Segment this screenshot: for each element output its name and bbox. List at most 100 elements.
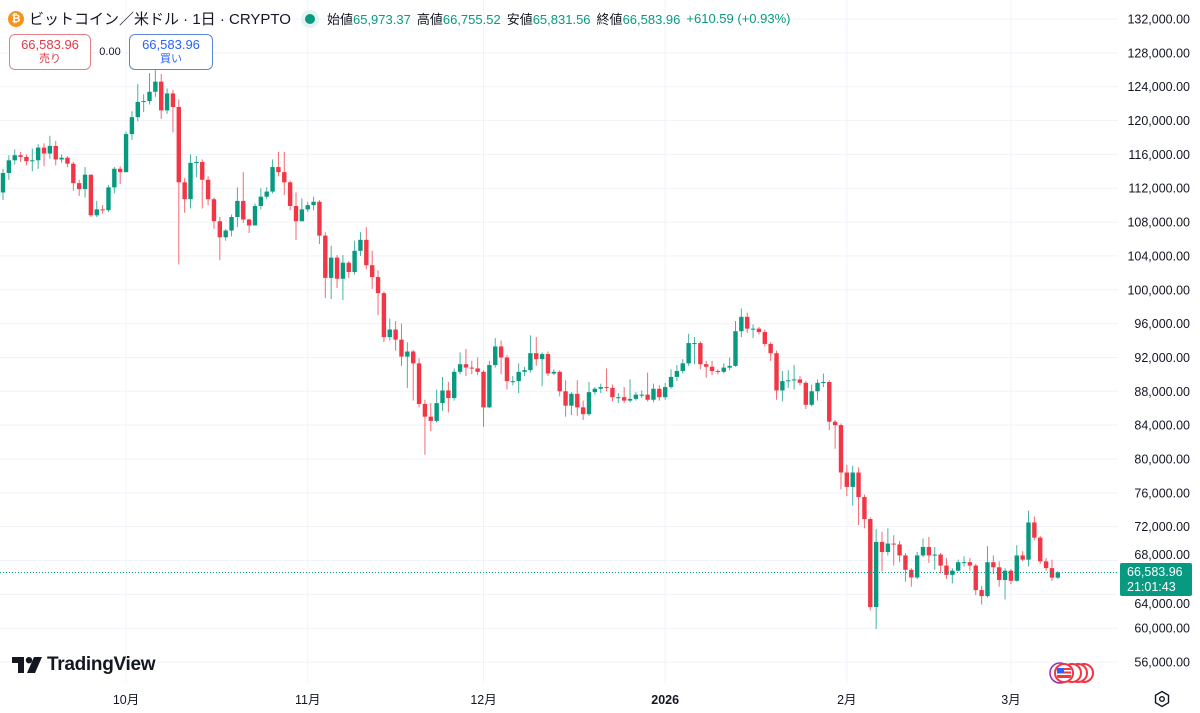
candle (358, 232, 363, 256)
candle (539, 352, 545, 387)
candle (704, 360, 709, 378)
candle (557, 370, 562, 397)
candle (475, 357, 480, 376)
candle-body (692, 343, 697, 345)
open-value: 始値65,973.37 (326, 12, 411, 27)
candle-body (721, 367, 726, 372)
candle (123, 131, 129, 173)
y-tick-label: 100,000.00 (1127, 283, 1190, 297)
x-tick-label: 2月 (837, 693, 856, 707)
candle (463, 348, 469, 377)
settings-icon[interactable] (1153, 690, 1171, 708)
candle-body (82, 174, 88, 190)
candle (997, 561, 1002, 587)
candle (674, 365, 680, 382)
candle (1014, 545, 1019, 582)
candle-body (750, 328, 756, 330)
candle-body (118, 168, 123, 173)
candle (147, 73, 152, 105)
buy-button[interactable]: 66,583.96 買い (129, 34, 213, 70)
candle (399, 323, 404, 366)
candle-body (282, 172, 287, 183)
candle-body (850, 472, 855, 487)
candle-body (88, 174, 94, 216)
candle (428, 403, 433, 432)
candle (159, 73, 164, 119)
candle-body (481, 371, 486, 408)
candle-body (246, 219, 252, 226)
candle (446, 381, 451, 413)
candle (809, 384, 814, 407)
candle-body (569, 393, 574, 406)
candle (903, 552, 908, 582)
candle (405, 342, 410, 388)
candle (516, 363, 521, 393)
candle (621, 387, 627, 404)
candle-body (182, 182, 187, 200)
candle (205, 176, 211, 206)
candle-body (24, 156, 29, 162)
symbol-title[interactable]: ビットコイン／米ドル · 1日 · CRYPTO (29, 11, 291, 28)
candle-body (405, 351, 410, 357)
candle (1008, 568, 1014, 585)
candle (440, 376, 445, 411)
candle-body (6, 160, 12, 173)
y-tick-label: 72,000.00 (1134, 520, 1190, 534)
candle (340, 255, 346, 300)
candle (59, 154, 64, 163)
candle-body (651, 388, 656, 400)
candle (223, 228, 228, 241)
candle-body (375, 277, 381, 294)
candle-body (715, 370, 721, 372)
candle-body (762, 332, 767, 344)
x-tick-label: 3月 (1001, 693, 1020, 707)
price-change: +610.59 (+0.93%) (686, 11, 791, 26)
candle (153, 68, 158, 97)
candle-body (832, 421, 838, 426)
candle (914, 552, 920, 580)
candle-body (539, 354, 545, 360)
candle (346, 260, 351, 278)
market-status-dot[interactable] (304, 13, 315, 24)
candle-body (522, 370, 527, 372)
candle (938, 552, 943, 574)
candle-body (944, 565, 949, 575)
candle-body (938, 554, 943, 566)
candle-body (1014, 555, 1019, 581)
time-axis[interactable]: 10月 11月 12月 2026 2月 3月 (113, 693, 1021, 707)
high-value: 高値66,755.52 (416, 12, 501, 27)
candle (569, 392, 574, 415)
candle (657, 385, 662, 401)
candle (76, 179, 82, 196)
tradingview-logo[interactable]: TradingView (12, 654, 156, 676)
candle (71, 161, 76, 191)
candle-body (235, 200, 240, 217)
sell-button[interactable]: 66,583.96 売り (9, 34, 91, 70)
candle (100, 205, 105, 214)
candle-body (428, 416, 433, 421)
candle-body (838, 425, 844, 473)
y-tick-label: 80,000.00 (1134, 452, 1190, 466)
candle (768, 342, 773, 361)
trade-panel: 66,583.96 売り 0.00 66,583.96 買い (9, 34, 213, 70)
candle (0, 168, 6, 201)
candle-body (528, 353, 533, 371)
candle (293, 192, 299, 240)
y-tick-label: 64,000.00 (1134, 597, 1190, 611)
candle-body (270, 167, 275, 192)
candle-body (756, 328, 762, 333)
candle-body (610, 387, 615, 398)
candle-body (504, 357, 510, 382)
candle (364, 227, 369, 270)
price-axis[interactable]: 132,000.00 128,000.00 124,000.00 120,000.00… (1127, 13, 1190, 670)
x-tick-label: 10月 (113, 693, 139, 707)
candle-body (311, 201, 316, 206)
economic-events-flag-icon[interactable] (1047, 662, 1095, 684)
candle-body (1043, 561, 1049, 569)
candle (961, 556, 967, 567)
candle-body (516, 371, 521, 382)
candle-body (586, 392, 592, 415)
candle (756, 326, 762, 335)
candle-body (645, 394, 650, 400)
